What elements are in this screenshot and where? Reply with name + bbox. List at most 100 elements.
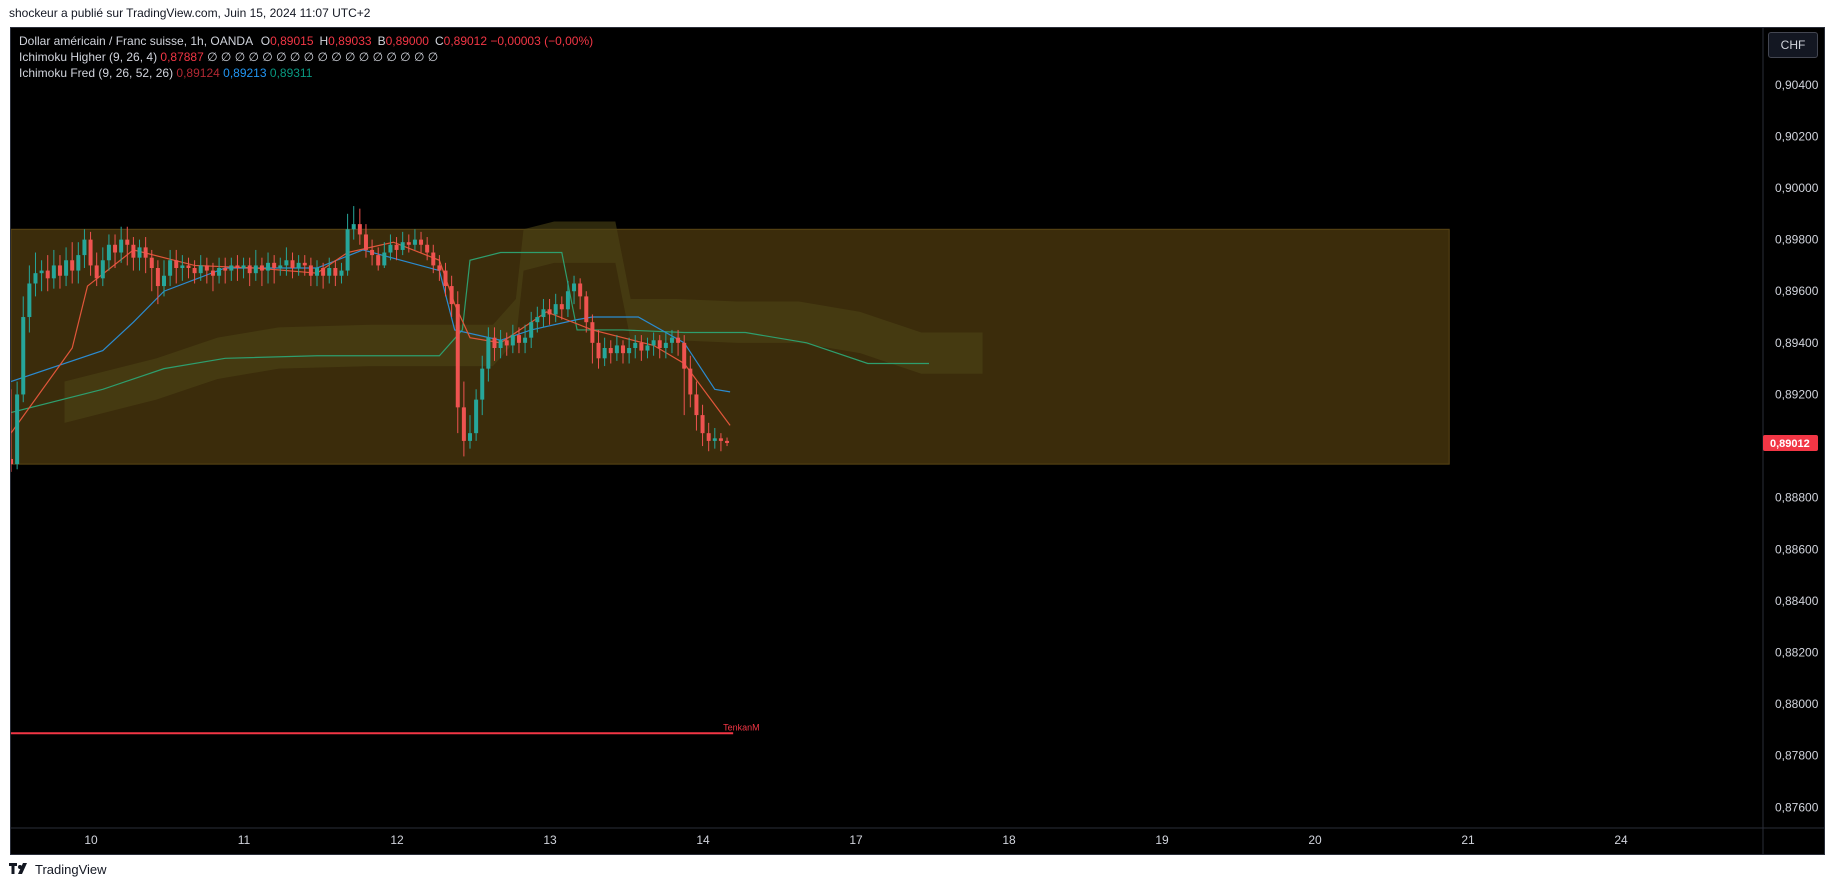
candle[interactable] <box>480 368 485 400</box>
candle[interactable] <box>339 270 344 276</box>
candle[interactable] <box>431 252 436 266</box>
candle[interactable] <box>241 265 246 268</box>
candle[interactable] <box>137 247 142 258</box>
candle[interactable] <box>70 260 75 271</box>
candle[interactable] <box>21 317 26 395</box>
candle[interactable] <box>382 252 387 266</box>
candle[interactable] <box>523 337 528 343</box>
candle[interactable] <box>449 286 454 305</box>
candle[interactable] <box>406 242 411 245</box>
candle[interactable] <box>651 340 656 346</box>
candle[interactable] <box>284 260 289 266</box>
candle[interactable] <box>547 309 552 315</box>
candle[interactable] <box>718 438 723 441</box>
candle[interactable] <box>510 335 515 346</box>
candle[interactable] <box>210 270 215 276</box>
candle[interactable] <box>455 304 460 408</box>
footer-brand[interactable]: TradingView <box>9 862 107 877</box>
candle[interactable] <box>155 268 160 287</box>
candle[interactable] <box>253 265 258 274</box>
candle[interactable] <box>639 342 644 351</box>
candle[interactable] <box>468 433 472 441</box>
candle[interactable] <box>419 239 424 245</box>
candle[interactable] <box>388 244 393 253</box>
candle[interactable] <box>333 268 338 276</box>
candle[interactable] <box>633 342 638 348</box>
candle[interactable] <box>119 239 124 253</box>
symbol-legend[interactable]: Dollar américain / Franc suisse, 1h, OAN… <box>19 34 593 48</box>
candle[interactable] <box>357 224 362 235</box>
candle[interactable] <box>131 244 136 258</box>
candle[interactable] <box>541 309 546 318</box>
candle[interactable] <box>198 265 203 274</box>
candle[interactable] <box>308 265 313 276</box>
candle[interactable] <box>186 265 191 268</box>
candle[interactable] <box>400 242 405 250</box>
candle[interactable] <box>149 257 154 268</box>
candle[interactable] <box>700 415 705 434</box>
candle[interactable] <box>204 265 209 271</box>
candle[interactable] <box>11 458 13 465</box>
candle[interactable] <box>412 239 417 245</box>
candle[interactable] <box>351 224 356 230</box>
candle[interactable] <box>180 265 185 268</box>
candle[interactable] <box>461 407 466 441</box>
candle[interactable] <box>162 275 166 287</box>
candle[interactable] <box>192 268 197 274</box>
candle[interactable] <box>45 270 50 279</box>
candle[interactable] <box>370 249 375 256</box>
candle[interactable] <box>498 340 503 348</box>
candle[interactable] <box>584 296 589 323</box>
candle[interactable] <box>259 265 264 271</box>
candle[interactable] <box>247 265 252 274</box>
candle[interactable] <box>676 337 681 343</box>
candle[interactable] <box>33 273 38 284</box>
candle[interactable] <box>706 433 711 441</box>
candle[interactable] <box>15 394 20 465</box>
candle[interactable] <box>486 337 491 369</box>
candle[interactable] <box>174 260 179 268</box>
indicator-legend-fred[interactable]: Ichimoku Fred (9, 26, 52, 26) 0,89124 0,… <box>19 66 312 80</box>
candle[interactable] <box>688 368 693 395</box>
candle[interactable] <box>290 260 295 268</box>
candle[interactable] <box>327 268 332 276</box>
candle[interactable] <box>217 268 222 276</box>
candle[interactable] <box>578 283 583 297</box>
candle[interactable] <box>272 262 277 268</box>
candle[interactable] <box>425 244 430 253</box>
candle[interactable] <box>725 440 730 443</box>
candle[interactable] <box>394 244 399 250</box>
candle[interactable] <box>64 260 69 276</box>
candle[interactable] <box>516 335 521 343</box>
candle[interactable] <box>608 348 613 354</box>
candle[interactable] <box>492 337 497 348</box>
candle[interactable] <box>559 304 564 310</box>
candle[interactable] <box>229 265 234 271</box>
candle[interactable] <box>443 270 448 287</box>
candle[interactable] <box>596 342 601 359</box>
candle[interactable] <box>223 268 228 271</box>
candle[interactable] <box>113 244 118 253</box>
candle[interactable] <box>602 348 607 359</box>
candle[interactable] <box>51 265 56 279</box>
candle[interactable] <box>376 255 381 266</box>
candle[interactable] <box>278 265 283 268</box>
candle[interactable] <box>302 262 307 266</box>
candle[interactable] <box>614 345 619 354</box>
candle[interactable] <box>529 322 534 338</box>
candle[interactable] <box>565 291 570 310</box>
candle[interactable] <box>682 342 687 369</box>
candle[interactable] <box>645 345 650 351</box>
candle[interactable] <box>106 244 111 261</box>
candle[interactable] <box>100 260 105 279</box>
candle[interactable] <box>345 229 350 271</box>
candle[interactable] <box>82 239 87 256</box>
candle[interactable] <box>321 268 326 276</box>
chart-svg[interactable]: TenkanM 0,90400 0,90200 0,90000 0,89800 0,896… <box>11 28 1824 854</box>
candle[interactable] <box>27 283 32 318</box>
indicator-legend-higher[interactable]: Ichimoku Higher (9, 26, 4) 0,87887 ∅ ∅ ∅… <box>19 50 438 64</box>
candle[interactable] <box>235 265 240 268</box>
candle[interactable] <box>621 345 625 354</box>
candle[interactable] <box>657 340 662 348</box>
candle[interactable] <box>712 438 717 441</box>
